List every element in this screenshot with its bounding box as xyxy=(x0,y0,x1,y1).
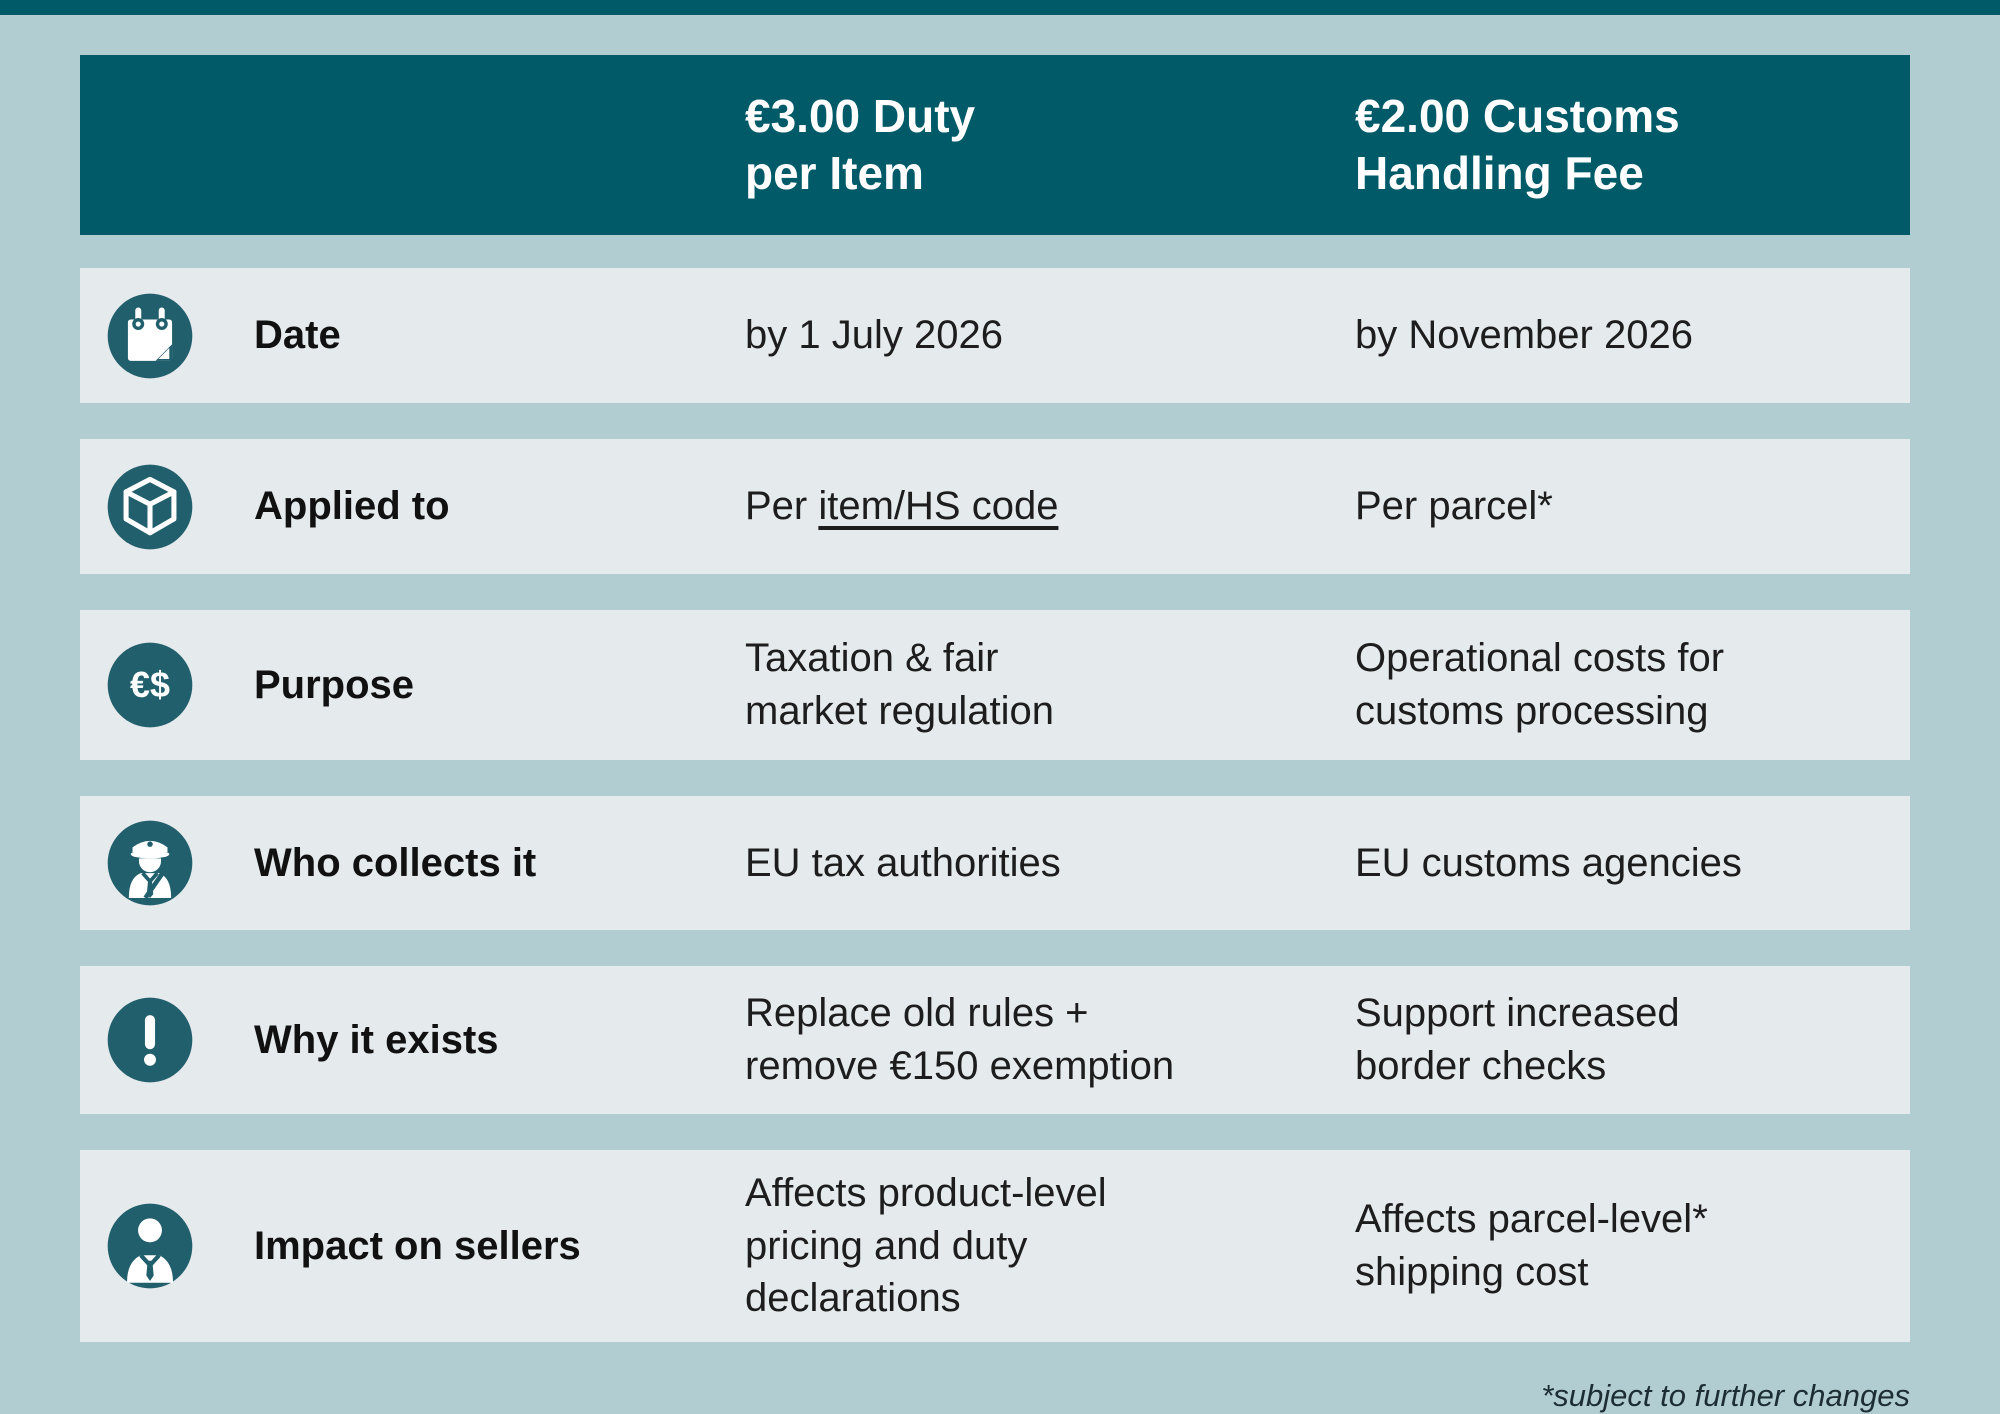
duty-impact-value: Affects product-level pricing and duty d… xyxy=(745,1170,1107,1321)
package-icon xyxy=(104,461,196,553)
duty-applied-to-value: Per item/HS code xyxy=(745,480,1355,533)
row-label: Date xyxy=(254,313,341,357)
table-row-applied-to: Applied to Per item/HS code Per parcel* xyxy=(80,439,1910,574)
applied-to-prefix: Per xyxy=(745,484,819,529)
footnote: *subject to further changes xyxy=(1541,1378,1910,1413)
row-label: Why it exists xyxy=(254,1017,499,1062)
seller-icon xyxy=(104,1200,196,1292)
table-row-who-collects: Who collects it EU tax authorities EU cu… xyxy=(80,796,1910,930)
duty-why-value: Replace old rules + remove €150 exemptio… xyxy=(745,991,1175,1088)
row-label-cell: Who collects it xyxy=(80,817,745,909)
fee-impact-value: Affects parcel-level* shipping cost xyxy=(1355,1197,1708,1294)
hs-code-link[interactable]: item/HS code xyxy=(818,484,1059,529)
comparison-table: €3.00 Duty per Item €2.00 Customs Handli… xyxy=(80,55,1910,1414)
table-row-impact: Impact on sellers Affects product-level … xyxy=(80,1150,1910,1342)
header-col1-title: €3.00 Duty per Item xyxy=(745,89,976,200)
customs-officer-icon xyxy=(104,817,196,909)
fee-why-value: Support increased border checks xyxy=(1355,991,1680,1088)
fee-collector-value: EU customs agencies xyxy=(1355,840,1742,885)
row-label-cell: Why it exists xyxy=(80,994,745,1086)
fee-applied-to-value: Per parcel* xyxy=(1355,484,1553,529)
calendar-icon xyxy=(104,290,196,382)
duty-collector-value: EU tax authorities xyxy=(745,840,1061,885)
row-label: Impact on sellers xyxy=(254,1223,581,1268)
table-row-date: Date by 1 July 2026 by November 2026 xyxy=(80,268,1910,403)
top-accent-bar xyxy=(0,0,2000,15)
alert-icon xyxy=(104,994,196,1086)
svg-text:€$: €$ xyxy=(130,665,170,705)
header-col2-title: €2.00 Customs Handling Fee xyxy=(1355,89,1680,200)
row-label-cell: Applied to xyxy=(80,461,745,553)
fee-date-value: by November 2026 xyxy=(1355,313,1693,358)
row-label-cell: €$ Purpose xyxy=(80,639,745,731)
table-header: €3.00 Duty per Item €2.00 Customs Handli… xyxy=(80,55,1910,235)
duty-date-value: by 1 July 2026 xyxy=(745,313,1003,358)
table-row-why-exists: Why it exists Replace old rules + remove… xyxy=(80,966,1910,1114)
row-label-cell: Date xyxy=(80,290,745,382)
row-label: Purpose xyxy=(254,662,415,707)
row-label-cell: Impact on sellers xyxy=(80,1200,745,1292)
duty-purpose-value: Taxation & fair market regulation xyxy=(745,636,1055,733)
row-label: Applied to xyxy=(254,484,450,528)
fee-purpose-value: Operational costs for customs processing xyxy=(1355,636,1725,733)
euro-dollar-icon: €$ xyxy=(104,639,196,731)
table-row-purpose: €$ Purpose Taxation & fair market regula… xyxy=(80,610,1910,760)
row-label: Who collects it xyxy=(254,840,537,885)
